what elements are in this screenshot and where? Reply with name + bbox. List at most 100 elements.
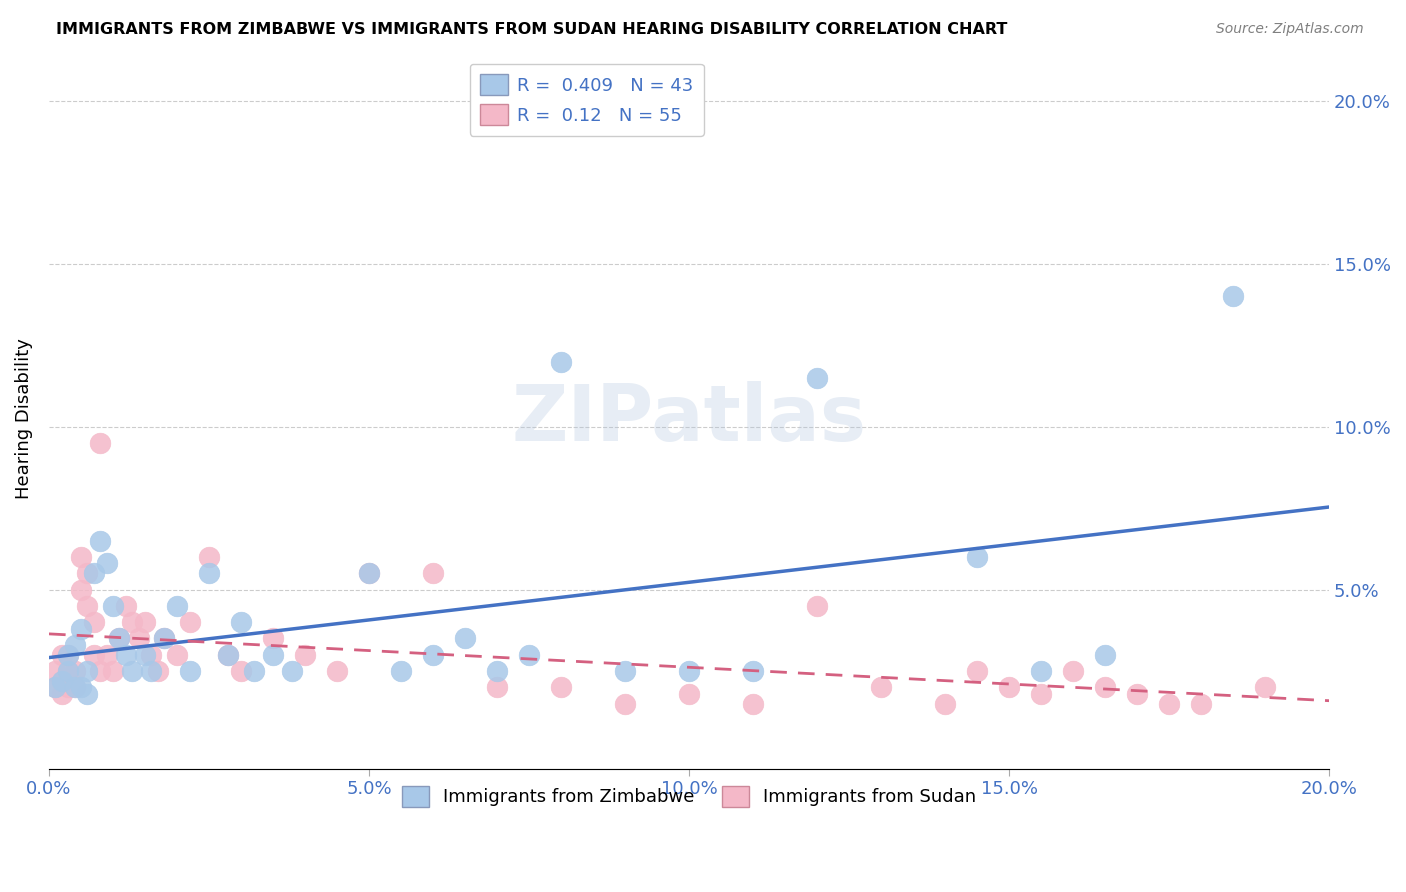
- Point: [89, 533, 111, 548]
- Point: [101, 664, 124, 678]
- Point: [806, 371, 828, 385]
- Point: [326, 664, 349, 678]
- Point: [56, 664, 79, 678]
- Point: [96, 648, 118, 662]
- Point: [179, 615, 201, 629]
- Point: [51, 673, 73, 688]
- Point: [1159, 697, 1181, 711]
- Point: [1254, 680, 1277, 694]
- Point: [486, 664, 509, 678]
- Point: [198, 566, 221, 581]
- Point: [63, 680, 86, 694]
- Point: [146, 664, 169, 678]
- Point: [1062, 664, 1084, 678]
- Point: [179, 664, 201, 678]
- Point: [83, 566, 105, 581]
- Point: [76, 566, 98, 581]
- Point: [966, 664, 988, 678]
- Point: [229, 664, 252, 678]
- Point: [76, 687, 98, 701]
- Point: [56, 648, 79, 662]
- Point: [243, 664, 266, 678]
- Point: [198, 549, 221, 564]
- Legend: Immigrants from Zimbabwe, Immigrants from Sudan: Immigrants from Zimbabwe, Immigrants fro…: [392, 777, 986, 815]
- Point: [51, 687, 73, 701]
- Point: [1094, 680, 1116, 694]
- Point: [389, 664, 412, 678]
- Point: [70, 582, 93, 597]
- Point: [63, 680, 86, 694]
- Point: [166, 648, 188, 662]
- Point: [742, 664, 765, 678]
- Text: ZIPatlas: ZIPatlas: [512, 381, 866, 457]
- Point: [229, 615, 252, 629]
- Point: [550, 354, 572, 368]
- Point: [294, 648, 316, 662]
- Point: [1126, 687, 1149, 701]
- Point: [262, 648, 284, 662]
- Point: [44, 664, 66, 678]
- Point: [153, 632, 176, 646]
- Point: [56, 664, 79, 678]
- Point: [357, 566, 380, 581]
- Point: [70, 549, 93, 564]
- Point: [96, 557, 118, 571]
- Point: [76, 599, 98, 613]
- Point: [44, 680, 66, 694]
- Point: [422, 648, 444, 662]
- Point: [128, 632, 150, 646]
- Point: [262, 632, 284, 646]
- Point: [121, 664, 143, 678]
- Point: [89, 664, 111, 678]
- Point: [89, 436, 111, 450]
- Point: [281, 664, 304, 678]
- Point: [678, 664, 700, 678]
- Point: [141, 648, 163, 662]
- Point: [44, 680, 66, 694]
- Point: [1029, 664, 1052, 678]
- Point: [70, 680, 93, 694]
- Point: [56, 648, 79, 662]
- Point: [141, 664, 163, 678]
- Point: [166, 599, 188, 613]
- Point: [114, 648, 136, 662]
- Text: Source: ZipAtlas.com: Source: ZipAtlas.com: [1216, 22, 1364, 37]
- Point: [83, 648, 105, 662]
- Point: [1222, 289, 1244, 303]
- Point: [357, 566, 380, 581]
- Point: [1029, 687, 1052, 701]
- Point: [1189, 697, 1212, 711]
- Point: [454, 632, 477, 646]
- Point: [422, 566, 444, 581]
- Point: [83, 615, 105, 629]
- Point: [63, 638, 86, 652]
- Point: [217, 648, 239, 662]
- Point: [121, 615, 143, 629]
- Point: [114, 599, 136, 613]
- Point: [217, 648, 239, 662]
- Point: [108, 632, 131, 646]
- Point: [134, 648, 156, 662]
- Point: [678, 687, 700, 701]
- Point: [966, 549, 988, 564]
- Point: [1094, 648, 1116, 662]
- Point: [486, 680, 509, 694]
- Point: [614, 664, 637, 678]
- Point: [934, 697, 956, 711]
- Point: [517, 648, 540, 662]
- Point: [108, 632, 131, 646]
- Point: [550, 680, 572, 694]
- Point: [70, 622, 93, 636]
- Point: [153, 632, 176, 646]
- Point: [806, 599, 828, 613]
- Y-axis label: Hearing Disability: Hearing Disability: [15, 338, 32, 499]
- Point: [51, 673, 73, 688]
- Point: [101, 599, 124, 613]
- Point: [63, 664, 86, 678]
- Point: [870, 680, 893, 694]
- Point: [76, 664, 98, 678]
- Point: [134, 615, 156, 629]
- Point: [614, 697, 637, 711]
- Point: [56, 680, 79, 694]
- Point: [998, 680, 1021, 694]
